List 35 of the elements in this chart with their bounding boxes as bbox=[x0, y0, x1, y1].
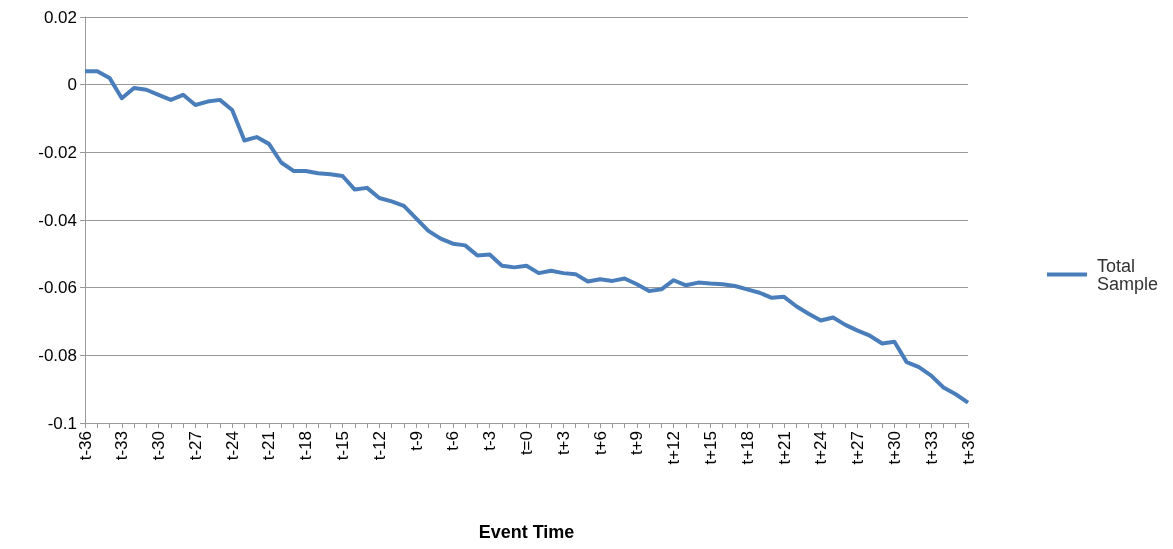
x-tick-label: t+21 bbox=[774, 431, 794, 465]
y-tick-label: -0.02 bbox=[38, 142, 77, 162]
y-tick-label: -0.1 bbox=[47, 413, 77, 433]
x-tick-label: t-12 bbox=[369, 431, 389, 461]
y-tick-label: 0.02 bbox=[43, 7, 77, 27]
x-tick-label: t+36 bbox=[958, 431, 978, 465]
x-tick-label: t+15 bbox=[700, 431, 720, 465]
x-tick-label: t-27 bbox=[185, 431, 205, 461]
line-series bbox=[83, 69, 970, 405]
x-tick-label: t-15 bbox=[333, 431, 353, 461]
x-tick-label: t-18 bbox=[296, 431, 316, 461]
x-tick-label: t+3 bbox=[553, 431, 573, 456]
x-tick-label: t+6 bbox=[590, 431, 610, 456]
x-tick-label: t-24 bbox=[222, 431, 242, 461]
x-axis-title: Event Time bbox=[478, 522, 575, 542]
x-tick-label: t+9 bbox=[627, 431, 647, 456]
x-tick-label: t+24 bbox=[811, 431, 831, 465]
x-tick-label: t+27 bbox=[848, 431, 868, 465]
x-tick-label: t-6 bbox=[443, 431, 463, 451]
x-tick-label: t+12 bbox=[664, 431, 684, 465]
x-tick-label: t-9 bbox=[406, 431, 426, 451]
x-tick-label: t+30 bbox=[884, 431, 904, 465]
x-tick-label: t-30 bbox=[149, 431, 169, 461]
legend-label: Total Sample bbox=[1096, 255, 1158, 294]
y-tick-label: -0.08 bbox=[38, 345, 77, 365]
x-tick-label: t-3 bbox=[480, 431, 500, 451]
x-tick-label: t-33 bbox=[112, 431, 132, 461]
x-tick-label: t-21 bbox=[259, 431, 279, 461]
y-tick-label: -0.06 bbox=[38, 278, 77, 298]
x-tick-label: t=0 bbox=[517, 431, 536, 456]
x-tick-label: t+18 bbox=[737, 431, 757, 465]
x-tick-label: t-36 bbox=[75, 431, 95, 461]
y-tick-label: 0 bbox=[67, 75, 77, 95]
y-tick-label: -0.04 bbox=[38, 210, 77, 230]
x-tick-label: t+33 bbox=[921, 431, 941, 465]
